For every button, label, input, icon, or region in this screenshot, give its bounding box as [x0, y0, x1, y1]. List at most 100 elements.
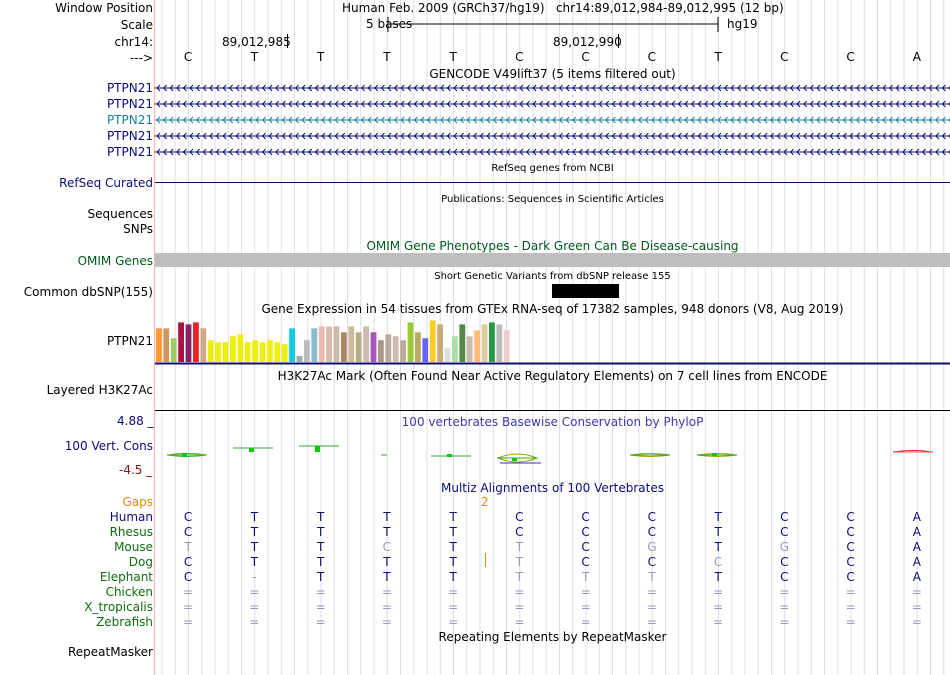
- species-label-zebrafish[interactable]: Zebrafish: [96, 615, 153, 629]
- multiz-track-title[interactable]: Multiz Alignments of 100 Vertebrates: [440, 481, 665, 495]
- h3k27ac-track-title[interactable]: H3K27Ac Mark (Often Found Near Active Re…: [277, 369, 828, 383]
- gtex-bar-34: [400, 340, 406, 362]
- gtex-bar-17: [274, 342, 281, 362]
- alignment-base: T: [250, 525, 259, 539]
- alignment-base: =: [646, 615, 657, 629]
- alignment-base: =: [845, 600, 856, 614]
- multiz-gaps-label[interactable]: Gaps: [122, 495, 153, 509]
- publications-track-title[interactable]: Publications: Sequences in Scientific Ar…: [441, 194, 664, 205]
- gtex-bar-38: [429, 320, 436, 362]
- alignment-base: =: [448, 600, 459, 614]
- gencode-transcript-label-1[interactable]: PTPN21: [106, 81, 153, 95]
- alignment-base: C: [780, 555, 789, 569]
- species-label-dog[interactable]: Dog: [128, 555, 153, 569]
- alignment-base: T: [648, 570, 656, 584]
- gtex-bar-19: [289, 328, 295, 362]
- gencode-track-title[interactable]: GENCODE V49lift37 (5 items filtered out): [429, 67, 676, 81]
- alignment-base: =: [448, 615, 459, 629]
- phylop-min-value: -4.5 _: [119, 463, 153, 477]
- publications-snps-label[interactable]: SNPs: [123, 222, 153, 236]
- alignment-base: T: [515, 555, 524, 569]
- dbsnp-variant-block[interactable]: [552, 284, 619, 298]
- alignment-base: =: [183, 585, 194, 599]
- alignment-base: T: [581, 570, 590, 584]
- phylop-track-title[interactable]: 100 vertebrates Basewise Conservation by…: [401, 415, 704, 429]
- alignment-base: A: [912, 570, 921, 584]
- refseq-track-title[interactable]: RefSeq genes from NCBI: [491, 163, 614, 174]
- gencode-transcript-3: [155, 116, 950, 124]
- alignment-base: =: [514, 600, 525, 614]
- alignment-base: A: [912, 555, 921, 569]
- window-position-label: Window Position: [55, 1, 153, 15]
- alignment-base: T: [316, 540, 325, 554]
- base-8: C: [647, 50, 657, 64]
- phylop-conservation-plot[interactable]: [155, 440, 950, 470]
- base-9: T: [714, 50, 722, 64]
- gtex-bar-8: [207, 340, 214, 362]
- species-label-mouse[interactable]: Mouse: [114, 540, 153, 554]
- species-label-x_tropicalis[interactable]: X_tropicalis: [84, 600, 153, 614]
- gencode-transcript-label-2[interactable]: PTPN21: [106, 97, 153, 111]
- alignment-base: C: [647, 555, 657, 569]
- publications-sequences-label[interactable]: Sequences: [87, 207, 153, 221]
- gtex-bar-41: [452, 336, 458, 362]
- coord-tick-mark-2: [618, 34, 619, 48]
- alignment-base: C: [382, 540, 392, 554]
- alignment-base: C: [183, 555, 193, 569]
- alignment-base: =: [514, 615, 525, 629]
- dog-gap-marker: [485, 553, 486, 567]
- gtex-bar-31: [378, 340, 384, 362]
- repeatmasker-track-label[interactable]: RepeatMasker: [67, 645, 153, 659]
- gtex-bar-32: [385, 334, 392, 362]
- alignment-base: T: [383, 510, 391, 524]
- dbsnp-track-title[interactable]: Short Genetic Variants from dbSNP releas…: [434, 271, 671, 282]
- gencode-transcripts[interactable]: [155, 81, 950, 161]
- alignment-base: C: [581, 555, 590, 569]
- phylop-track-label[interactable]: 100 Vert. Cons: [64, 439, 153, 453]
- alignment-base: =: [713, 615, 724, 629]
- gtex-track-label[interactable]: PTPN21: [106, 334, 153, 348]
- species-label-rhesus[interactable]: Rhesus: [109, 525, 153, 539]
- alignment-base: =: [845, 585, 856, 599]
- gtex-track-title[interactable]: Gene Expression in 54 tissues from GTEx …: [261, 302, 844, 316]
- base-1: C: [183, 50, 193, 64]
- gtex-bar-18: [281, 344, 288, 362]
- alignment-base: =: [646, 600, 657, 614]
- gencode-transcript-label-4[interactable]: PTPN21: [106, 129, 153, 143]
- gtex-bar-16: [267, 340, 273, 362]
- gtex-bar-33: [392, 336, 399, 362]
- gencode-transcript-label-3[interactable]: PTPN21: [106, 113, 153, 127]
- omim-track-title[interactable]: OMIM Gene Phenotypes - Dark Green Can Be…: [366, 239, 739, 253]
- alignment-base: =: [911, 600, 922, 614]
- dbsnp-track-label[interactable]: Common dbSNP(155): [23, 285, 153, 299]
- base-7: C: [581, 50, 590, 64]
- alignment-base: =: [315, 600, 326, 614]
- gencode-transcript-label-5[interactable]: PTPN21: [106, 145, 153, 159]
- gtex-bar-9: [215, 342, 221, 362]
- gtex-bar-22: [311, 328, 318, 362]
- repeatmasker-track-title[interactable]: Repeating Elements by RepeatMasker: [438, 630, 667, 644]
- refseq-gene-line[interactable]: [155, 182, 950, 183]
- alignment-base: C: [713, 555, 723, 569]
- gtex-bar-5: [185, 324, 192, 362]
- h3k27ac-track-label[interactable]: Layered H3K27Ac: [46, 383, 153, 397]
- gencode-transcript-5: [155, 148, 950, 156]
- alignment-base: =: [514, 585, 525, 599]
- species-label-elephant[interactable]: Elephant: [99, 570, 153, 584]
- gtex-bar-44: [474, 330, 480, 362]
- species-label-human[interactable]: Human: [109, 510, 153, 524]
- gtex-bar-29: [363, 326, 369, 362]
- omim-feature-bar[interactable]: [155, 253, 950, 267]
- gtex-bar-24: [326, 326, 332, 362]
- coord-tick-2: 89,012,990: [553, 35, 622, 49]
- species-label-chicken[interactable]: Chicken: [105, 585, 153, 599]
- omim-track-label[interactable]: OMIM Genes: [77, 254, 153, 268]
- gtex-bar-15: [259, 342, 266, 362]
- base-3: T: [316, 50, 325, 64]
- alignment-base: =: [315, 585, 326, 599]
- alignment-base: C: [581, 540, 590, 554]
- refseq-track-label[interactable]: RefSeq Curated: [59, 176, 153, 190]
- gtex-expression-bars[interactable]: [155, 316, 950, 366]
- alignment-base: C: [846, 510, 855, 524]
- alignment-base: T: [449, 525, 457, 539]
